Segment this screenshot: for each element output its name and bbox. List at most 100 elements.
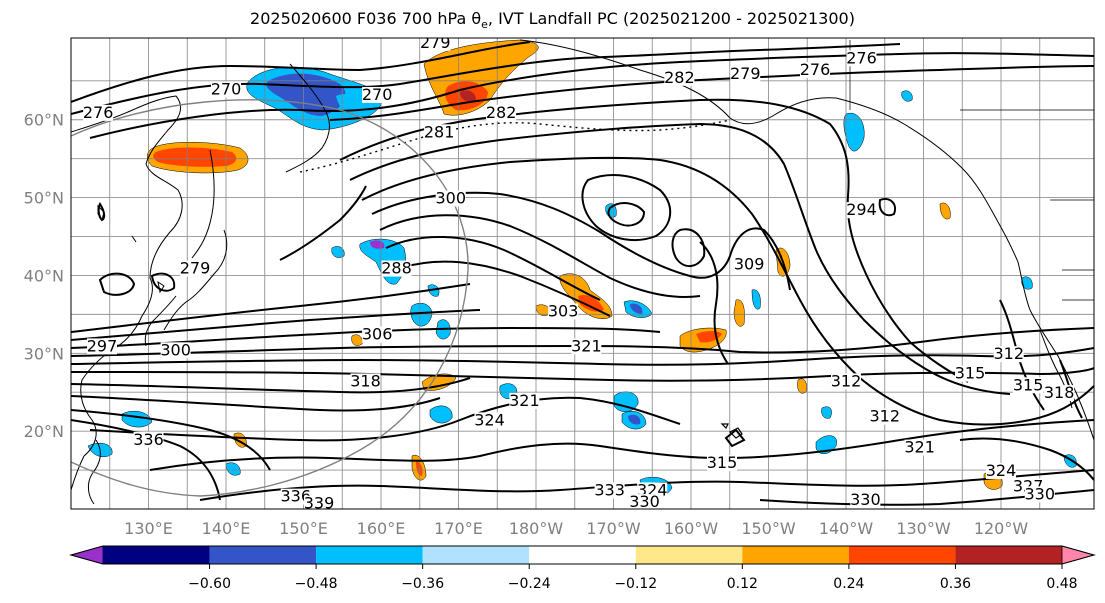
positive-pc-region (939, 202, 951, 220)
contour-label: 312 (993, 344, 1024, 363)
contour-label: 333 (594, 480, 625, 499)
theta-e-contour (97, 202, 106, 222)
contour-label-background (629, 494, 660, 509)
theta-e-contour (71, 367, 1094, 382)
contour-label-background (435, 190, 466, 207)
contour-label: 276 (83, 103, 114, 122)
theta-e-contour (71, 309, 481, 341)
contour-label-background (280, 488, 311, 505)
landfall-arc (71, 99, 469, 497)
contour-label-background (486, 104, 517, 121)
contour-label: 324 (474, 410, 505, 429)
contour-label-background (1013, 377, 1044, 394)
contour-label-background (420, 38, 451, 51)
contour-label-background (87, 338, 117, 355)
colorbar-tick-label: 0.12 (727, 576, 758, 592)
contour-label-background (211, 81, 241, 98)
title-main: 2025020600 F036 700 hPa θ (250, 9, 482, 28)
north-america-coastline (1017, 261, 1094, 441)
theta-e-contour (371, 191, 791, 291)
latitude-labels: 60°N 50°N 40°N 30°N 20°N (24, 111, 64, 441)
colorbar-segment (955, 546, 1062, 564)
contour-label-background (850, 491, 881, 508)
theta-e-contours (71, 41, 1094, 506)
colorbar-segment (103, 546, 210, 564)
japan-coastline (163, 229, 228, 331)
contour-label-background (955, 365, 985, 382)
map-title: 2025020600 F036 700 hPa θe, IVT Landfall… (0, 9, 1105, 31)
longitude-label: 150°E (279, 519, 328, 538)
negative-pc-region (331, 246, 345, 258)
contour-label-background (180, 260, 210, 277)
contour-label-background (846, 202, 877, 219)
theta-e-contour (89, 396, 681, 442)
contour-label-background (734, 256, 765, 273)
contour-label-background (594, 482, 625, 499)
longitude-label: 180°W (509, 519, 564, 538)
theta-e-contour (959, 437, 1094, 481)
colorbar-tick-label: 0.48 (1046, 576, 1077, 592)
longitude-label: 170°E (434, 519, 483, 538)
contour-label-background (846, 50, 877, 67)
theta-e-contour (349, 122, 1011, 395)
theta-e-contour (71, 283, 471, 333)
contour-label: 279 (730, 64, 761, 83)
colorbar-tick-label: −0.60 (188, 576, 231, 592)
contour-label: 279 (420, 33, 451, 52)
map-frame (70, 37, 1095, 510)
contour-label: 315 (1013, 375, 1044, 394)
contour-label: 303 (548, 301, 579, 320)
contour-label: 321 (509, 391, 540, 410)
contour-label: 288 (381, 259, 412, 278)
theta-e-contour (399, 260, 611, 317)
longitude-label: 140°E (202, 519, 251, 538)
negative-pc-region (751, 289, 761, 310)
colorbar-segment (209, 546, 317, 564)
colorbar-tick-label: 0.36 (940, 576, 971, 592)
contour-label: 324 (986, 461, 1017, 480)
latitude-label: 20°N (24, 422, 64, 441)
theta-e-contour (339, 98, 969, 383)
contour-label-layer: 270 270 279 282 281 282 279 276 276 276 300 294 279 2… (83, 33, 1075, 513)
contour-label-background (83, 104, 114, 121)
longitude-label: 130°E (124, 519, 173, 538)
negative-pc-region (1021, 276, 1033, 290)
colorbar-segment (316, 546, 423, 564)
negative-pc-region (901, 90, 913, 102)
colorbar-segments (69, 545, 1096, 565)
colorbar-segment (848, 546, 956, 564)
contour-label: 300 (435, 188, 466, 207)
contour-label-background (548, 303, 579, 320)
theta-e-contour (71, 377, 471, 394)
longitude-label: 160°E (357, 519, 406, 538)
theta-e-contour (71, 326, 661, 349)
contour-label: 330 (629, 492, 660, 511)
theta-e-contour (379, 214, 701, 299)
positive-pc-region (153, 147, 237, 167)
longitude-label: 130°W (896, 519, 951, 538)
contour-label: 339 (304, 494, 335, 513)
sakhalin-coastline (191, 149, 215, 259)
theta-e-contour (607, 202, 646, 227)
contour-label-background (362, 326, 393, 343)
contour-label-background (1044, 385, 1075, 402)
longitude-label: 160°W (664, 519, 719, 538)
theta-e-contour (385, 236, 601, 301)
negative-pc-region (628, 414, 641, 425)
positive-pc-region (460, 90, 476, 102)
theta-e-contour (71, 347, 1094, 366)
contour-label: 336 (280, 487, 311, 506)
negative-pc-region (821, 406, 832, 419)
contour-label: 282 (664, 68, 695, 87)
title-subscript: e (481, 18, 488, 32)
contour-label-background (474, 412, 505, 429)
contour-label: 281 (424, 122, 455, 141)
border-line (849, 40, 1094, 301)
theta-e-contour (71, 409, 271, 471)
contour-label-background (730, 65, 761, 82)
asia-coastline (71, 95, 183, 491)
contour-label: 315 (707, 453, 738, 472)
longitude-label: 140°W (819, 519, 874, 538)
colorbar-tick-label: −0.36 (401, 576, 444, 592)
